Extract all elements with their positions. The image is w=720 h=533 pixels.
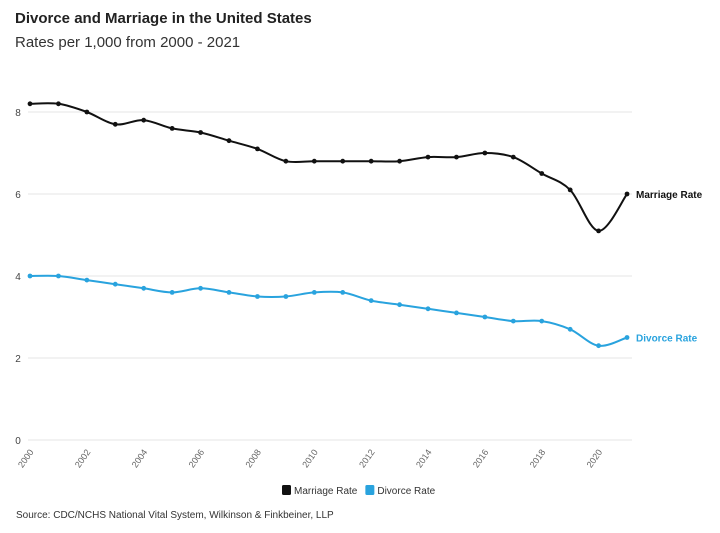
divorce-rate-point: [27, 273, 33, 279]
marriage-rate-point: [624, 191, 630, 197]
marriage-rate-point: [198, 130, 203, 135]
marriage-rate-point: [169, 125, 175, 131]
divorce-rate-line: [29, 274, 628, 347]
marriage-rate-point: [368, 158, 374, 164]
marriage-rate-point: [27, 101, 33, 107]
marriage-rate-point: [56, 101, 61, 107]
x-tick-label: 2004: [130, 447, 150, 469]
y-tick-label: 8: [15, 108, 21, 119]
divorce-rate-point: [255, 294, 260, 299]
chart-subtitle: Rates per 1,000 from 2000 - 2021: [15, 34, 241, 51]
divorce-rate-point: [539, 318, 545, 324]
marriage-rate-point: [397, 158, 402, 164]
marriage-rate-point: [226, 138, 232, 144]
marriage-rate-point: [84, 109, 90, 115]
divorce-rate-point: [84, 277, 90, 283]
divorce-rate-point: [340, 290, 346, 295]
x-tick-label: 2018: [528, 447, 548, 469]
x-tick-label: 2012: [357, 447, 377, 469]
marriage-rate-legend-swatch: [282, 485, 291, 495]
divorce-rate-point: [624, 335, 630, 340]
x-tick-label: 2016: [471, 447, 491, 469]
divorce-rate-point: [596, 343, 601, 349]
divorce-rate-point: [226, 290, 232, 295]
marriage-rate-point: [539, 171, 545, 176]
x-tick-label: 2000: [16, 447, 36, 469]
divorce-rate-point: [112, 281, 118, 287]
divorce-rate-point: [141, 285, 147, 291]
divorce-rate-point: [482, 314, 488, 320]
divorce-rate-point: [510, 318, 516, 324]
divorce-rate-point: [169, 290, 175, 295]
x-tick-label: 2010: [300, 447, 320, 469]
divorce-rate-point: [454, 310, 459, 316]
x-tick-label: 2014: [414, 447, 434, 469]
marriage-rate-point: [510, 154, 516, 160]
marriage-rate-point: [340, 158, 346, 164]
divorce-rate-legend-label: Divorce Rate: [377, 486, 435, 497]
y-tick-label: 0: [15, 436, 21, 447]
source-note: Source: CDC/NCHS National Vital System, …: [16, 510, 334, 521]
divorce-rate-point: [283, 294, 289, 299]
marriage-rate-point: [425, 154, 431, 160]
x-tick-label: 2002: [73, 447, 93, 469]
y-tick-label: 6: [15, 190, 21, 201]
y-tick-label: 4: [15, 272, 21, 283]
divorce-rate-point: [425, 306, 431, 312]
marriage-rate-line: [29, 102, 628, 232]
divorce-rate-point: [567, 326, 573, 332]
divorce-rate-end-label: Divorce Rate: [636, 334, 698, 345]
marriage-rate-point: [141, 117, 147, 123]
divorce-rate-point: [397, 302, 402, 308]
divorce-rate-point: [56, 273, 61, 279]
divorce-rate-legend-swatch: [365, 485, 375, 495]
divorce-rate-point: [311, 290, 317, 295]
marriage-rate-point: [112, 121, 118, 127]
x-tick-label: 2008: [243, 447, 263, 469]
marriage-rate-end-label: Marriage Rate: [636, 190, 703, 201]
marriage-rate-point: [482, 150, 488, 156]
y-tick-label: 2: [15, 354, 21, 365]
marriage-rate-point: [567, 187, 573, 193]
marriage-rate-point: [454, 154, 459, 160]
chart-title: Divorce and Marriage in the United State…: [15, 10, 312, 27]
marriage-rate-legend-label: Marriage Rate: [294, 486, 358, 497]
marriage-rate-point: [255, 146, 260, 152]
x-tick-label: 2006: [187, 447, 207, 469]
marriage-rate-point: [311, 158, 317, 164]
x-tick-label: 2020: [585, 447, 605, 469]
divorce-rate-point: [198, 285, 203, 291]
divorce-rate-point: [368, 298, 374, 303]
marriage-rate-point: [283, 158, 289, 164]
marriage-rate-point: [596, 228, 601, 234]
